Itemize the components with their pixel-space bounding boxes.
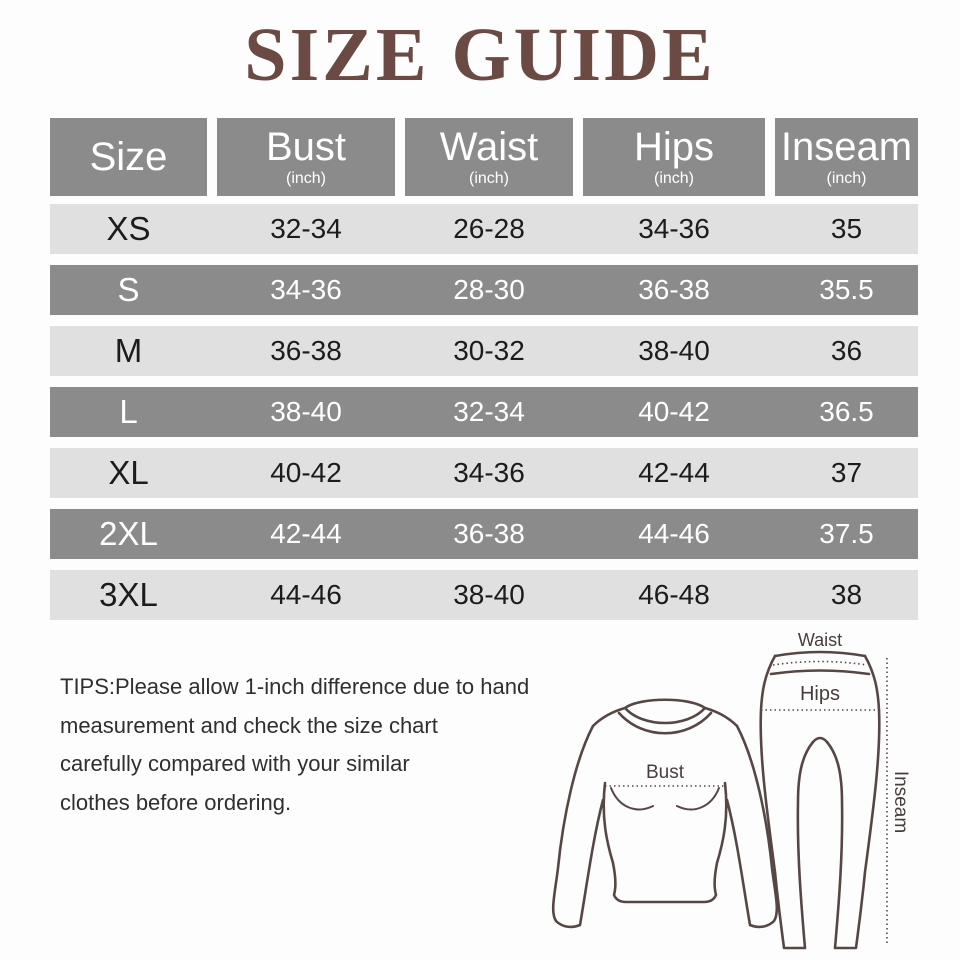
waist-cell: 26-28 [453,213,525,244]
column-header-unit: (inch) [653,170,694,188]
inseam-cell: 38 [830,579,863,610]
waist-measure-line [772,660,868,666]
tips-text: TIPS:Please allow 1-inch difference due … [60,668,540,822]
inseam-cell: 37 [830,457,863,488]
column-header-label: Bust [265,125,347,170]
inseam-cell: 35 [830,213,863,244]
hips-cell: 42-44 [638,457,710,488]
table-row-2xl: 2XL 42-44 36-38 44-46 37.5 [50,509,918,559]
tips-line: clothes before ordering. [60,789,292,815]
column-header-hips: Hips (inch) [583,118,765,196]
size-cell: 2XL [99,515,158,552]
column-header-label: Inseam [780,125,913,170]
leggings-crotch [811,736,829,744]
bust-label: Bust [646,762,685,783]
shirt-diagram: Bust [551,698,779,929]
column-header-unit: (inch) [826,170,867,188]
tips-line: TIPS:Please allow 1-inch difference due … [60,674,530,699]
leggings-right-outer [825,654,881,950]
bust-cell: 32-34 [270,213,342,244]
table-row-3xl: 3XL 44-46 38-40 46-48 38 [50,570,918,620]
size-cell: XS [106,210,151,247]
bust-cell: 44-46 [270,579,342,610]
bust-cell: 36-38 [270,335,342,366]
bust-cell: 40-42 [270,457,342,488]
waist-cell: 38-40 [453,579,525,610]
shirt-torso [602,781,728,904]
inseam-cell: 36 [830,335,863,366]
inseam-cell: 37.5 [819,518,874,549]
tips-line: carefully compared with your similar [60,751,410,776]
shirt-left-sleeve [551,724,605,929]
hips-cell: 40-42 [638,396,710,427]
column-header-label: Hips [633,125,715,170]
size-cell: M [114,332,143,369]
waist-cell: 32-34 [453,396,525,427]
tips-line: measurement and check the size chart [60,712,438,738]
bust-cell: 34-36 [270,274,342,305]
column-header-label: Size [89,135,168,179]
leggings-waistband [769,650,871,676]
table-row-m: M 36-38 30-32 38-40 36 [50,326,918,376]
table-row-l: L 38-40 32-34 40-42 36.5 [50,387,918,437]
waist-cell: 30-32 [453,335,525,366]
column-header-waist: Waist (inch) [405,118,573,196]
shirt-collar [617,698,713,735]
hips-cell: 46-48 [638,579,710,610]
hips-cell: 34-36 [638,213,710,244]
waist-cell: 36-38 [453,518,525,549]
bust-cell: 38-40 [270,396,342,427]
column-header-unit: (inch) [285,170,326,188]
shirt-shoulders [591,706,739,728]
table-header-row: Size Bust (inch) Waist (inch) Hips (inch… [50,118,918,196]
shirt-bust-contour [610,787,720,811]
column-header-size: Size [50,118,207,196]
leggings-diagram: Waist Hips Inseam [759,632,911,950]
column-header-inseam: Inseam (inch) [775,118,918,196]
page-title: SIZE GUIDE [244,13,716,97]
column-header-bust: Bust (inch) [217,118,395,196]
bust-cell: 42-44 [270,518,342,549]
size-chart-table: Size Bust (inch) Waist (inch) Hips (inch… [50,118,918,620]
inseam-label: Inseam [890,771,911,833]
shirt-right-sleeve [725,724,779,929]
hips-cell: 38-40 [638,335,710,366]
hips-cell: 44-46 [638,518,710,549]
hips-label: Hips [800,683,840,705]
column-header-unit: (inch) [468,170,509,188]
size-cell: S [117,271,140,308]
waist-label: Waist [798,632,842,650]
column-header-label: Waist [439,125,539,170]
size-cell: 3XL [99,576,158,613]
size-cell: XL [108,454,149,491]
table-row-xs: XS 32-34 26-28 34-36 35 [50,204,918,254]
inseam-cell: 35.5 [819,274,874,305]
table-row-xl: XL 40-42 34-36 42-44 37 [50,448,918,498]
waist-cell: 28-30 [453,274,525,305]
table-row-s: S 34-36 28-30 36-38 35.5 [50,265,918,315]
size-cell: L [119,393,138,430]
inseam-cell: 36.5 [819,396,874,427]
hips-cell: 36-38 [638,274,710,305]
leggings-left-outer [759,654,815,950]
waist-cell: 34-36 [453,457,525,488]
